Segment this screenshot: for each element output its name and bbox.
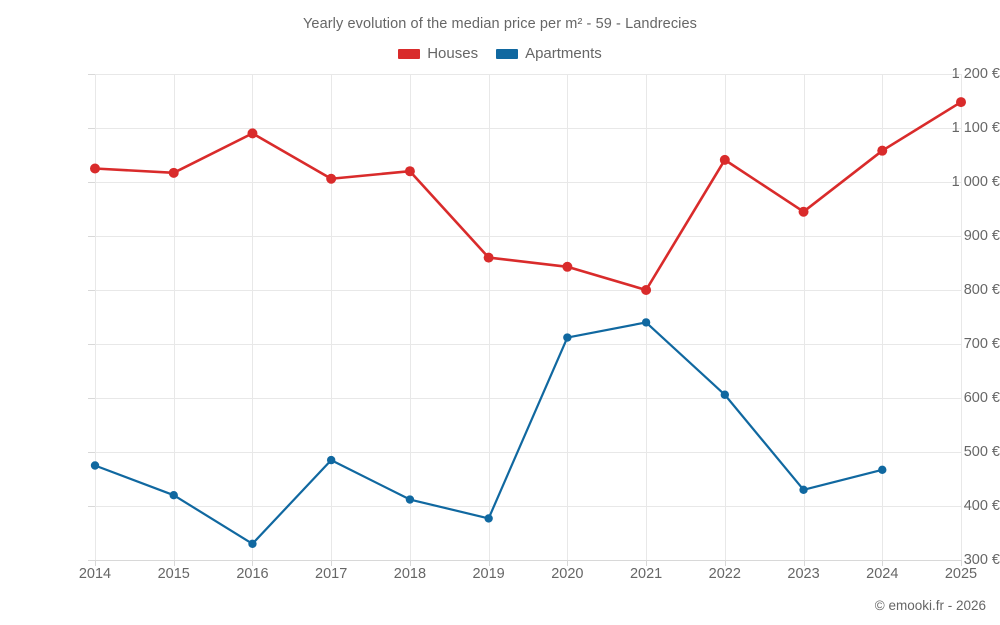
x-axis-tick	[95, 560, 96, 566]
x-axis-tick	[803, 560, 805, 566]
x-axis-tick-label: 2014	[78, 566, 112, 582]
legend-label-houses: Houses	[427, 45, 479, 62]
y-axis-tick-label: 1 200 €	[951, 66, 1000, 82]
legend-label-apartments: Apartments	[525, 45, 602, 62]
x-axis-tick-label: 2022	[708, 566, 741, 582]
x-axis-tick	[567, 560, 569, 566]
y-axis-tick	[88, 398, 95, 399]
x-axis-tick	[961, 560, 962, 566]
y-axis-tick-label: 900 €	[963, 228, 1000, 244]
x-axis-tick-label: 2020	[551, 566, 584, 582]
gridline-vertical	[803, 74, 805, 560]
x-axis-tick-label: 2019	[472, 566, 505, 582]
y-axis-tick	[88, 344, 95, 345]
legend-swatch-apartments	[496, 48, 519, 59]
x-axis-tick-label: 2015	[157, 566, 190, 582]
footer-credit: © emooki.fr - 2026	[874, 598, 986, 613]
gridline-vertical	[173, 74, 175, 560]
y-axis-tick	[88, 128, 95, 129]
y-axis-tick	[88, 74, 95, 75]
y-axis-tick-label: 300 €	[963, 552, 1000, 568]
y-axis-tick-label: 600 €	[963, 390, 1000, 406]
y-axis-tick-label: 700 €	[963, 336, 1000, 352]
x-axis-tick-label: 2018	[393, 566, 427, 582]
gridline-vertical	[252, 74, 254, 560]
gridline-vertical	[331, 74, 333, 560]
y-axis-tick	[88, 452, 95, 453]
y-axis-tick	[88, 182, 95, 183]
gridline-vertical	[961, 74, 962, 560]
y-axis-tick-label: 1 100 €	[951, 120, 1000, 136]
x-axis-tick-label: 2024	[866, 566, 899, 582]
gridline-vertical	[409, 74, 411, 560]
x-axis-tick	[646, 560, 648, 566]
chart-title: Yearly evolution of the median price per…	[302, 16, 698, 32]
x-axis-tick	[252, 560, 254, 566]
gridline-vertical	[724, 74, 726, 560]
x-axis-tick	[409, 560, 411, 566]
chart-legend: Houses Apartments	[0, 45, 1000, 62]
gridline-horizontal	[95, 74, 961, 75]
y-axis-tick-label: 800 €	[963, 282, 1000, 298]
y-axis-tick	[88, 290, 95, 291]
x-axis-tick	[173, 560, 175, 566]
legend-item-apartments[interactable]: Apartments	[496, 45, 602, 62]
x-axis-tick	[331, 560, 333, 566]
y-axis-tick-label: 500 €	[963, 444, 1000, 460]
x-axis-tick-label: 2017	[315, 566, 348, 582]
y-axis-tick	[88, 236, 95, 237]
x-axis-tick-label: 2021	[629, 566, 663, 582]
y-axis-tick	[88, 560, 95, 561]
y-axis-tick	[88, 506, 95, 507]
gridline-vertical	[646, 74, 648, 560]
x-axis-tick-label: 2016	[236, 566, 269, 582]
gridline-vertical	[567, 74, 569, 560]
x-axis-tick	[488, 560, 490, 566]
gridline-vertical	[882, 74, 884, 560]
gridline-vertical	[488, 74, 490, 560]
legend-item-houses[interactable]: Houses	[398, 45, 478, 62]
x-axis-tick-label: 2025	[944, 566, 978, 582]
y-axis-tick-label: 400 €	[963, 498, 1000, 514]
x-axis-tick-label: 2023	[787, 566, 820, 582]
gridline-vertical	[95, 74, 96, 560]
legend-swatch-houses	[398, 48, 421, 59]
x-axis-tick	[724, 560, 726, 566]
x-axis-line	[95, 560, 961, 561]
x-axis-tick	[882, 560, 884, 566]
y-axis-tick-label: 1 000 €	[951, 174, 1000, 190]
